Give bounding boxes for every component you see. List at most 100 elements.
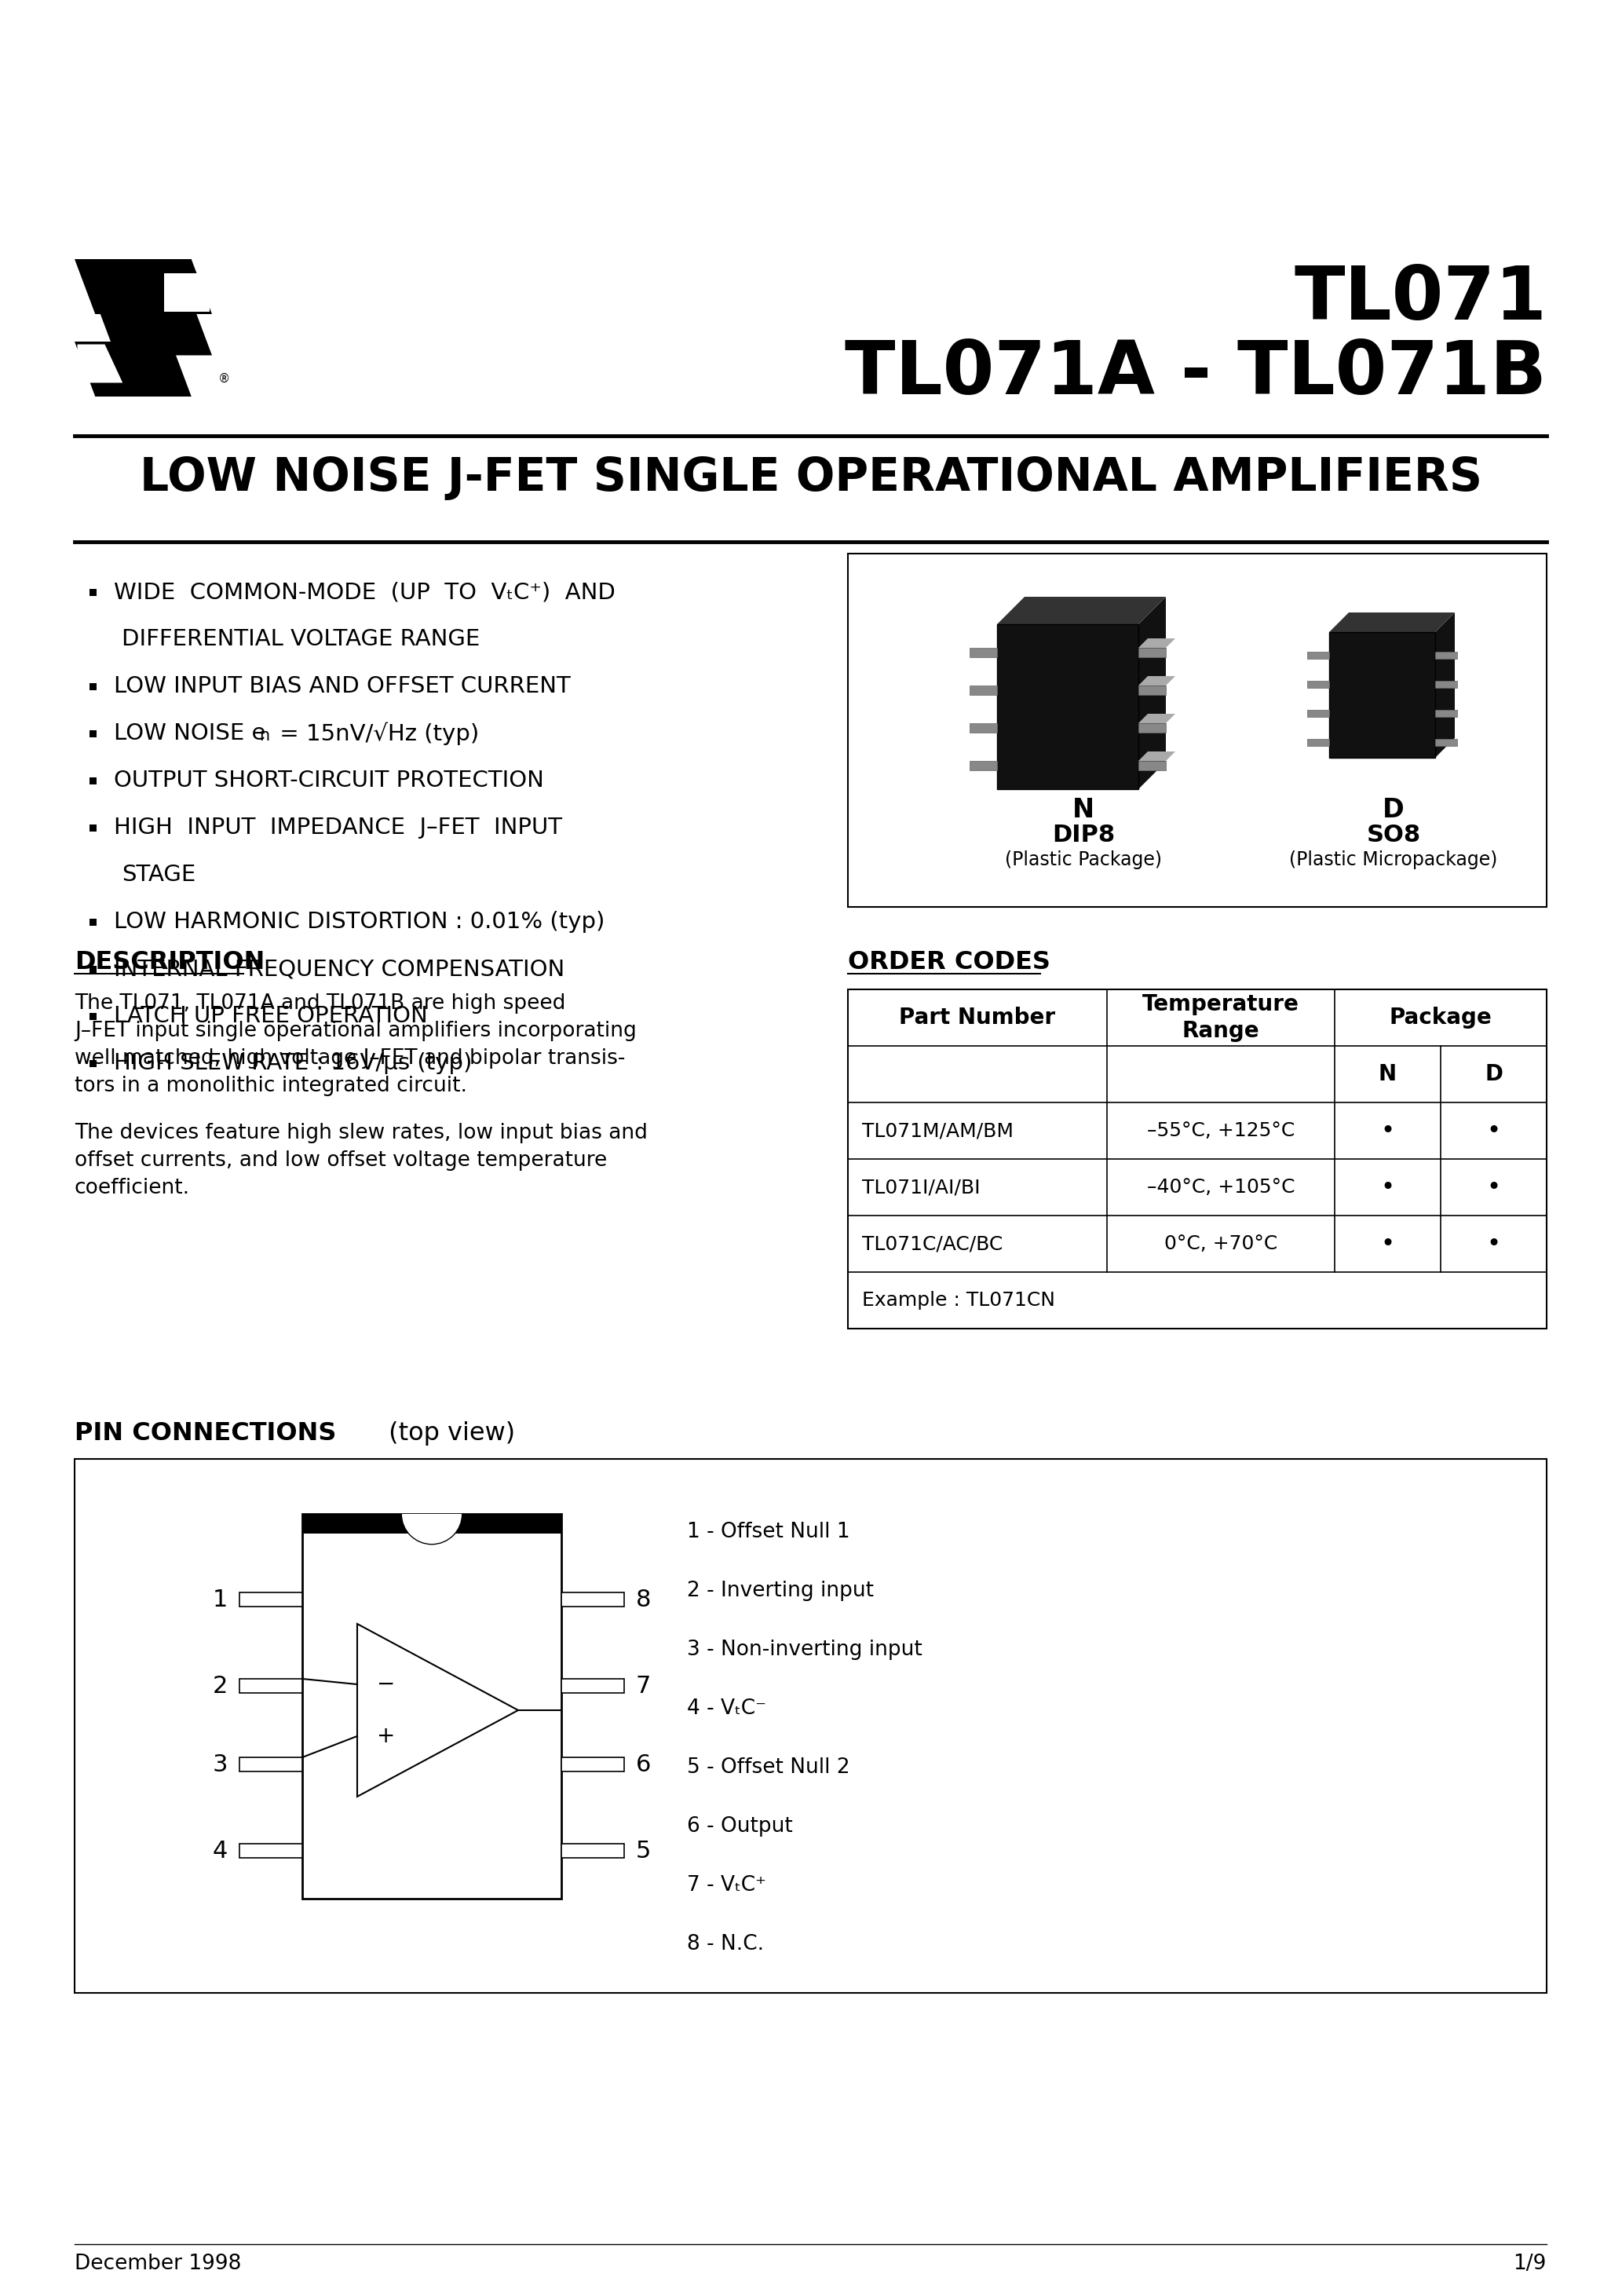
- Text: D: D: [1382, 797, 1405, 822]
- Text: −: −: [376, 1674, 396, 1694]
- Text: TL071M/AM/BM: TL071M/AM/BM: [861, 1120, 1014, 1141]
- Text: DESCRIPTION: DESCRIPTION: [75, 951, 264, 974]
- Text: LATCH UP FREE OPERATION: LATCH UP FREE OPERATION: [114, 1006, 428, 1026]
- Text: n: n: [260, 728, 269, 744]
- Text: 4: 4: [212, 1839, 227, 1862]
- Bar: [1139, 723, 1166, 732]
- Bar: [1307, 739, 1328, 746]
- Text: HIGH  INPUT  IMPEDANCE  J–FET  INPUT: HIGH INPUT IMPEDANCE J–FET INPUT: [114, 817, 563, 838]
- Text: +: +: [376, 1724, 396, 1747]
- Polygon shape: [78, 344, 123, 383]
- Text: 1: 1: [212, 1589, 227, 1612]
- Text: (Plastic Package): (Plastic Package): [1006, 850, 1161, 870]
- Bar: [89, 684, 97, 691]
- Text: TL071I/AI/BI: TL071I/AI/BI: [861, 1178, 980, 1196]
- Text: 1 - Offset Null 1: 1 - Offset Null 1: [688, 1522, 850, 1543]
- Text: TL071A - TL071B: TL071A - TL071B: [845, 338, 1547, 411]
- Text: LOW NOISE J-FET SINGLE OPERATIONAL AMPLIFIERS: LOW NOISE J-FET SINGLE OPERATIONAL AMPLI…: [139, 455, 1483, 501]
- Text: The devices feature high slew rates, low input bias and
offset currents, and low: The devices feature high slew rates, low…: [75, 1123, 647, 1199]
- Bar: [561, 1593, 624, 1607]
- Bar: [561, 1844, 624, 1857]
- Text: •: •: [1380, 1176, 1395, 1199]
- Text: ®: ®: [219, 372, 230, 386]
- Bar: [240, 1756, 302, 1773]
- Text: HIGH SLEW RATE : 16V/μs (typ): HIGH SLEW RATE : 16V/μs (typ): [114, 1052, 472, 1075]
- Bar: [89, 824, 97, 831]
- Bar: [1139, 760, 1166, 769]
- Text: = 15nV/√Hz (typ): = 15nV/√Hz (typ): [272, 723, 478, 746]
- Polygon shape: [1139, 751, 1176, 760]
- Text: 8: 8: [636, 1589, 652, 1612]
- Bar: [970, 760, 998, 769]
- Bar: [970, 723, 998, 732]
- Text: 3: 3: [212, 1754, 227, 1775]
- Bar: [89, 588, 97, 597]
- Text: December 1998: December 1998: [75, 2255, 242, 2273]
- Text: 7: 7: [636, 1674, 650, 1697]
- Bar: [240, 1844, 302, 1857]
- Text: •: •: [1380, 1120, 1395, 1141]
- Bar: [89, 918, 97, 925]
- Text: STAGE: STAGE: [122, 863, 196, 886]
- Text: 1/9: 1/9: [1513, 2255, 1547, 2273]
- Polygon shape: [96, 301, 212, 356]
- Text: The TL071, TL071A and TL071B are high speed
J–FET input single operational ampli: The TL071, TL071A and TL071B are high sp…: [75, 994, 636, 1095]
- Text: 3 - Non-inverting input: 3 - Non-inverting input: [688, 1639, 923, 1660]
- Bar: [1435, 652, 1457, 659]
- Bar: [89, 1013, 97, 1019]
- Bar: [302, 1513, 561, 1534]
- Text: •: •: [1486, 1233, 1500, 1256]
- Text: Example : TL071CN: Example : TL071CN: [861, 1290, 1056, 1309]
- Bar: [998, 625, 1139, 790]
- Bar: [848, 990, 1547, 1329]
- Bar: [1307, 652, 1328, 659]
- Text: –40°C, +105°C: –40°C, +105°C: [1147, 1178, 1294, 1196]
- Text: 0°C, +70°C: 0°C, +70°C: [1165, 1235, 1278, 1254]
- Text: ORDER CODES: ORDER CODES: [848, 951, 1051, 974]
- Text: Part Number: Part Number: [899, 1006, 1056, 1029]
- Text: •: •: [1486, 1120, 1500, 1141]
- Text: OUTPUT SHORT-CIRCUIT PROTECTION: OUTPUT SHORT-CIRCUIT PROTECTION: [114, 769, 543, 792]
- Polygon shape: [1139, 714, 1176, 723]
- Text: INTERNAL FREQUENCY COMPENSATION: INTERNAL FREQUENCY COMPENSATION: [114, 957, 564, 980]
- Bar: [848, 990, 1547, 1329]
- Text: 2: 2: [212, 1674, 227, 1697]
- Bar: [848, 553, 1547, 907]
- Bar: [1328, 631, 1435, 758]
- Text: 6 - Output: 6 - Output: [688, 1816, 793, 1837]
- Text: (top view): (top view): [381, 1421, 516, 1446]
- Text: DIP8: DIP8: [1053, 824, 1114, 847]
- Bar: [240, 1678, 302, 1692]
- Text: LOW NOISE e: LOW NOISE e: [114, 723, 266, 744]
- Text: 6: 6: [636, 1754, 650, 1775]
- Bar: [89, 730, 97, 737]
- Polygon shape: [1139, 675, 1176, 687]
- Wedge shape: [402, 1513, 462, 1543]
- Polygon shape: [1328, 613, 1455, 631]
- Bar: [302, 1513, 561, 1899]
- Text: LOW HARMONIC DISTORTION : 0.01% (typ): LOW HARMONIC DISTORTION : 0.01% (typ): [114, 912, 605, 932]
- Text: •: •: [1486, 1176, 1500, 1199]
- Text: TL071: TL071: [1294, 264, 1547, 335]
- Bar: [970, 687, 998, 696]
- Bar: [89, 967, 97, 974]
- Text: 8 - N.C.: 8 - N.C.: [688, 1933, 764, 1954]
- Bar: [1435, 682, 1457, 689]
- Bar: [1139, 647, 1166, 657]
- Text: •: •: [1380, 1233, 1395, 1256]
- Bar: [1435, 739, 1457, 746]
- Bar: [89, 778, 97, 785]
- Bar: [1139, 687, 1166, 696]
- Text: WIDE  COMMON-MODE  (UP  TO  VₜC⁺)  AND: WIDE COMMON-MODE (UP TO VₜC⁺) AND: [114, 581, 615, 604]
- Bar: [1307, 709, 1328, 716]
- Polygon shape: [998, 597, 1166, 625]
- Text: 7 - VₜC⁺: 7 - VₜC⁺: [688, 1876, 766, 1896]
- Bar: [1435, 709, 1457, 716]
- Bar: [1307, 682, 1328, 689]
- Bar: [240, 1593, 302, 1607]
- Text: LOW INPUT BIAS AND OFFSET CURRENT: LOW INPUT BIAS AND OFFSET CURRENT: [114, 675, 571, 698]
- Bar: [970, 647, 998, 657]
- Text: 5: 5: [636, 1839, 650, 1862]
- Text: DIFFERENTIAL VOLTAGE RANGE: DIFFERENTIAL VOLTAGE RANGE: [122, 629, 480, 650]
- Bar: [561, 1678, 624, 1692]
